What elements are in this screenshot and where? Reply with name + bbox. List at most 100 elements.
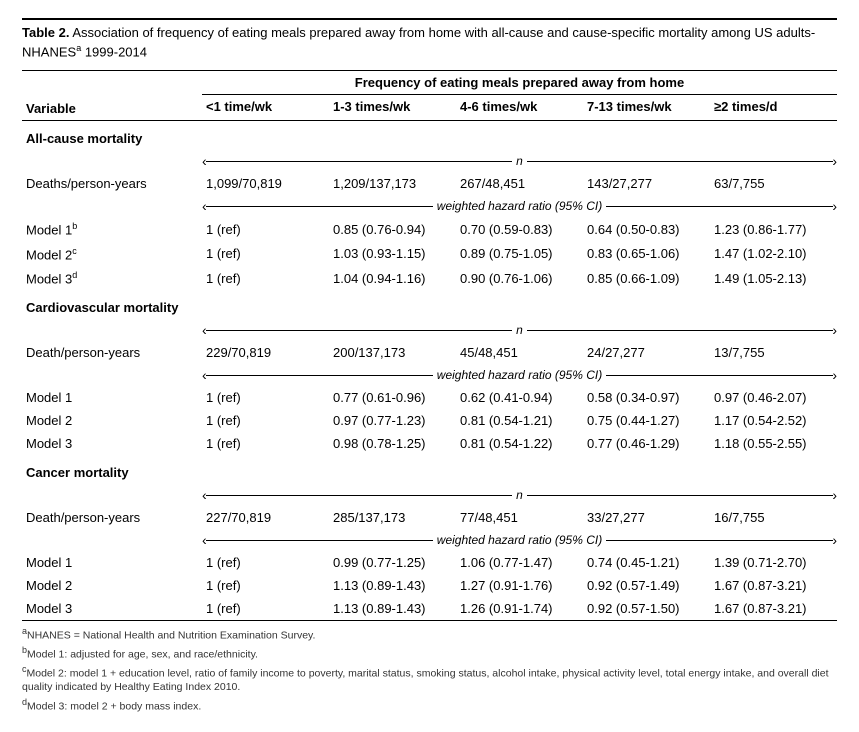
data-cell: 0.89 (0.75-1.05) xyxy=(456,242,583,266)
data-cell: 1.49 (1.05-2.13) xyxy=(710,266,837,290)
col-header: 7-13 times/wk xyxy=(583,95,710,121)
spanner-label: weighted hazard ratio (95% CI) xyxy=(433,533,606,547)
data-cell: 1.13 (0.89-1.43) xyxy=(329,597,456,621)
footnote: aNHANES = National Health and Nutrition … xyxy=(22,625,837,643)
data-cell: 0.62 (0.41-0.94) xyxy=(456,386,583,409)
data-cell: 267/48,451 xyxy=(456,172,583,195)
header-variable: Variable xyxy=(22,71,202,121)
model-label: Model 1 xyxy=(22,551,202,574)
model-label: Model 3d xyxy=(22,266,202,290)
data-cell: 1 (ref) xyxy=(202,217,329,241)
spanner-cell: weighted hazard ratio (95% CI) xyxy=(202,195,837,217)
data-cell: 1 (ref) xyxy=(202,266,329,290)
data-table: Variable Frequency of eating meals prepa… xyxy=(22,70,837,621)
data-cell: 77/48,451 xyxy=(456,506,583,529)
person-years-label: Death/person-years xyxy=(22,341,202,364)
data-cell: 1.67 (0.87-3.21) xyxy=(710,597,837,621)
spanner-cell: weighted hazard ratio (95% CI) xyxy=(202,364,837,386)
spanner-cell: n xyxy=(202,319,837,341)
data-cell: 0.85 (0.66-1.09) xyxy=(583,266,710,290)
data-cell: 0.81 (0.54-1.22) xyxy=(456,432,583,455)
person-years-label: Death/person-years xyxy=(22,506,202,529)
data-cell: 1 (ref) xyxy=(202,409,329,432)
spacer-cell xyxy=(22,484,202,506)
data-cell: 1.47 (1.02-2.10) xyxy=(710,242,837,266)
col-header: ≥2 times/d xyxy=(710,95,837,121)
model-label: Model 1b xyxy=(22,217,202,241)
spanner-label: n xyxy=(512,488,527,502)
data-cell: 0.97 (0.46-2.07) xyxy=(710,386,837,409)
spacer-cell xyxy=(22,150,202,172)
data-cell: 0.83 (0.65-1.06) xyxy=(583,242,710,266)
data-cell: 0.77 (0.46-1.29) xyxy=(583,432,710,455)
data-cell: 0.90 (0.76-1.06) xyxy=(456,266,583,290)
footnote-text: Model 1: adjusted for age, sex, and race… xyxy=(27,649,258,661)
data-cell: 0.85 (0.76-0.94) xyxy=(329,217,456,241)
data-cell: 1 (ref) xyxy=(202,574,329,597)
section-header: All-cause mortality xyxy=(22,121,837,151)
data-cell: 1.03 (0.93-1.15) xyxy=(329,242,456,266)
spacer-cell xyxy=(22,319,202,341)
data-cell: 1.13 (0.89-1.43) xyxy=(329,574,456,597)
col-header: <1 time/wk xyxy=(202,95,329,121)
data-cell: 0.75 (0.44-1.27) xyxy=(583,409,710,432)
table-title-suffix: 1999-2014 xyxy=(81,44,147,59)
data-cell: 1.17 (0.54-2.52) xyxy=(710,409,837,432)
model-label: Model 2 xyxy=(22,409,202,432)
data-cell: 1.18 (0.55-2.55) xyxy=(710,432,837,455)
data-cell: 24/27,277 xyxy=(583,341,710,364)
data-cell: 285/137,173 xyxy=(329,506,456,529)
data-cell: 1,099/70,819 xyxy=(202,172,329,195)
model-label: Model 3 xyxy=(22,597,202,621)
model-label: Model 2c xyxy=(22,242,202,266)
spanner-label: n xyxy=(512,154,527,168)
row-footnote-mark: b xyxy=(72,221,77,231)
data-cell: 143/27,277 xyxy=(583,172,710,195)
row-footnote-mark: c xyxy=(72,246,77,256)
footnote-text: Model 3: model 2 + body mass index. xyxy=(27,700,201,712)
model-label: Model 1 xyxy=(22,386,202,409)
header-super: Frequency of eating meals prepared away … xyxy=(202,71,837,95)
data-cell: 200/137,173 xyxy=(329,341,456,364)
section-header: Cancer mortality xyxy=(22,455,837,484)
spanner-label: weighted hazard ratio (95% CI) xyxy=(433,199,606,213)
data-cell: 1 (ref) xyxy=(202,597,329,621)
data-cell: 0.99 (0.77-1.25) xyxy=(329,551,456,574)
data-cell: 16/7,755 xyxy=(710,506,837,529)
col-header: 1-3 times/wk xyxy=(329,95,456,121)
spanner-label: n xyxy=(512,323,527,337)
footnote: bModel 1: adjusted for age, sex, and rac… xyxy=(22,644,837,662)
table-caption: Table 2. Association of frequency of eat… xyxy=(22,18,837,70)
data-cell: 45/48,451 xyxy=(456,341,583,364)
spanner-cell: n xyxy=(202,150,837,172)
footnote-text: NHANES = National Health and Nutrition E… xyxy=(27,630,315,642)
footnotes-block: aNHANES = National Health and Nutrition … xyxy=(22,621,837,713)
data-cell: 1 (ref) xyxy=(202,551,329,574)
data-cell: 1 (ref) xyxy=(202,432,329,455)
data-cell: 1.27 (0.91-1.76) xyxy=(456,574,583,597)
row-footnote-mark: d xyxy=(72,270,77,280)
data-cell: 0.92 (0.57-1.50) xyxy=(583,597,710,621)
section-header: Cardiovascular mortality xyxy=(22,290,837,319)
data-cell: 0.74 (0.45-1.21) xyxy=(583,551,710,574)
data-cell: 1.06 (0.77-1.47) xyxy=(456,551,583,574)
table-number: Table 2. xyxy=(22,25,69,40)
data-cell: 1.23 (0.86-1.77) xyxy=(710,217,837,241)
data-cell: 0.97 (0.77-1.23) xyxy=(329,409,456,432)
data-cell: 0.81 (0.54-1.21) xyxy=(456,409,583,432)
spanner-cell: weighted hazard ratio (95% CI) xyxy=(202,529,837,551)
model-label: Model 3 xyxy=(22,432,202,455)
spanner-label: weighted hazard ratio (95% CI) xyxy=(433,368,606,382)
spacer-cell xyxy=(22,364,202,386)
data-cell: 0.98 (0.78-1.25) xyxy=(329,432,456,455)
data-cell: 227/70,819 xyxy=(202,506,329,529)
data-cell: 33/27,277 xyxy=(583,506,710,529)
data-cell: 1,209/137,173 xyxy=(329,172,456,195)
person-years-label: Deaths/person-years xyxy=(22,172,202,195)
data-cell: 1 (ref) xyxy=(202,386,329,409)
footnote-text: Model 2: model 1 + education level, rati… xyxy=(22,667,829,693)
data-cell: 0.77 (0.61-0.96) xyxy=(329,386,456,409)
data-cell: 229/70,819 xyxy=(202,341,329,364)
model-label: Model 2 xyxy=(22,574,202,597)
data-cell: 0.64 (0.50-0.83) xyxy=(583,217,710,241)
